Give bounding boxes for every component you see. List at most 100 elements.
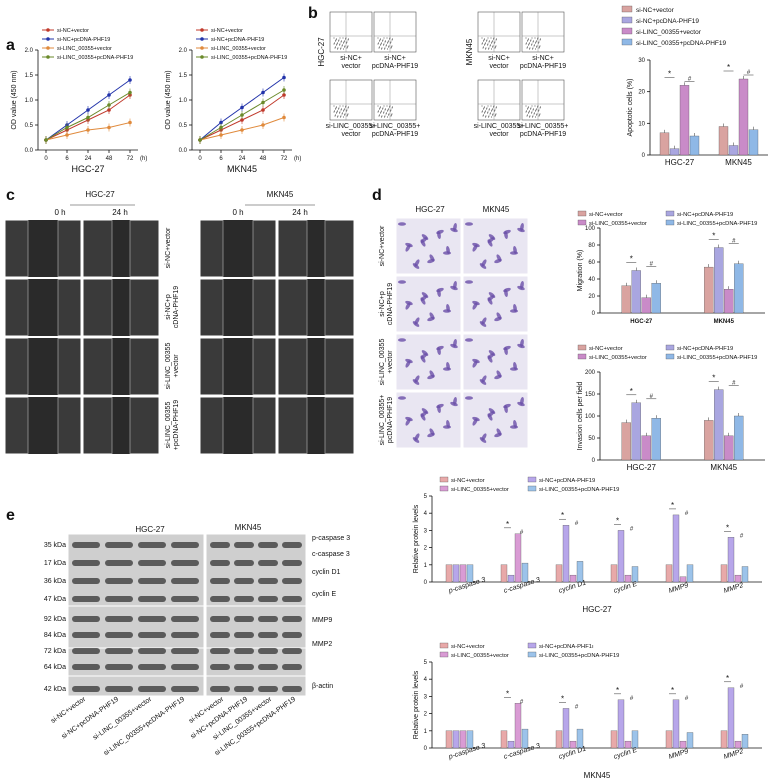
bar	[665, 564, 673, 583]
cell-line-label: MKN45	[235, 523, 262, 532]
bar	[651, 283, 661, 314]
flow-dot	[535, 110, 536, 112]
flow-dot	[336, 44, 337, 46]
flow-plot	[521, 11, 565, 53]
flow-dot	[488, 47, 490, 49]
kda-label: 42 kDa	[44, 686, 66, 693]
flow-dot	[535, 48, 536, 50]
stained-cell	[465, 338, 473, 342]
flow-dot	[380, 111, 382, 113]
flow-dot	[342, 37, 344, 39]
flow-dot	[340, 47, 342, 49]
legend-text: si-LINC_00355+pcDNA-PHF19	[677, 221, 757, 227]
flow-dot	[383, 112, 384, 114]
flow-dot	[528, 106, 529, 108]
x-tick-label: 0	[44, 156, 48, 162]
legend-swatch	[577, 210, 587, 217]
blot-band	[258, 648, 278, 654]
flow-dot	[492, 113, 494, 115]
flow-dot	[484, 44, 485, 46]
flow-dot	[538, 115, 540, 117]
legend-text: si-NC+pcDNA-PHF19	[677, 212, 733, 218]
flow-dot	[379, 39, 381, 41]
flow-dot	[390, 115, 392, 117]
flow-dot	[343, 109, 345, 111]
bar	[521, 562, 529, 583]
bar	[689, 135, 700, 156]
kda-label: 72 kDa	[44, 648, 66, 655]
group-label: HGC-27	[665, 158, 695, 167]
flow-dot	[487, 112, 488, 114]
sig-mark: *	[712, 374, 715, 383]
flow-dot	[380, 44, 381, 46]
bar	[748, 129, 759, 156]
wound-gap	[112, 338, 130, 395]
kda-label: 92 kDa	[44, 616, 66, 623]
flow-dot	[335, 108, 336, 110]
flow-dot	[389, 37, 391, 39]
sig-mark: #	[740, 684, 744, 690]
sig-mark: #	[520, 530, 524, 536]
wound-gap	[112, 279, 130, 336]
blot-band	[171, 648, 199, 654]
flow-dot	[486, 107, 488, 109]
stained-cell	[494, 374, 502, 380]
transwell-image	[395, 333, 462, 391]
label-line: si-NC+	[532, 55, 554, 62]
flow-dot	[540, 106, 541, 108]
legend-swatch	[527, 485, 537, 492]
legend-swatch	[665, 210, 675, 217]
flow-dot	[531, 37, 533, 39]
label-line: si-NC+vector	[165, 227, 172, 268]
flow-dot	[380, 38, 381, 40]
y-tick-label: 0.0	[25, 148, 34, 154]
chart-title: MKN45	[227, 164, 257, 174]
transwell-image	[395, 217, 462, 275]
protein-label: c-caspase 3	[312, 551, 350, 558]
stained-cell	[494, 258, 502, 264]
flow-dot	[495, 39, 497, 41]
bar	[621, 422, 631, 461]
wound-gap	[223, 397, 253, 454]
flow-dot	[488, 116, 489, 118]
sig-mark: *	[561, 694, 564, 703]
flow-dot	[338, 108, 339, 110]
data-point	[240, 128, 244, 132]
flow-dot	[490, 112, 491, 114]
y-axis-label: Relative protein levels	[413, 504, 420, 573]
flow-dot	[533, 108, 534, 110]
blot-band	[282, 596, 302, 602]
kda-label: 36 kDa	[44, 578, 66, 585]
x-tick-label: 48	[260, 156, 267, 162]
flow-dot	[383, 44, 384, 46]
blot-band	[282, 664, 302, 670]
y-tick-label: 0.5	[179, 123, 188, 129]
bar	[679, 576, 687, 583]
flow-dot	[482, 47, 484, 49]
label-line: pcDNA-PHF19	[520, 63, 566, 70]
legend-text: si-NC+pcDNA-PHF19	[636, 18, 699, 25]
flow-dot	[344, 45, 346, 47]
legend-text: si-LINC_00355+vector	[57, 46, 112, 52]
cell-line-label: MKN45	[267, 190, 294, 199]
flow-dot	[340, 115, 342, 117]
sig-mark: *	[561, 511, 564, 520]
flow-dot	[346, 110, 347, 112]
flow-caption: si-NC+ pcDNA-PHF19	[372, 55, 418, 70]
flow-dot	[494, 115, 496, 117]
legend-text: si-NC+pcDNA-PHF19	[677, 346, 733, 352]
bar	[466, 564, 474, 583]
flow-dot	[340, 48, 341, 50]
stained-cell	[437, 405, 441, 413]
bar	[679, 85, 690, 156]
data-point	[107, 93, 111, 97]
flow-dot	[536, 114, 537, 116]
legend-swatch	[577, 353, 587, 360]
flow-dot	[339, 44, 340, 46]
flow-dot	[538, 110, 539, 112]
x-tick-label: 24	[239, 156, 246, 162]
bar	[641, 435, 651, 461]
flow-dot	[337, 110, 338, 112]
y-tick-label: 0	[592, 458, 596, 464]
data-point	[86, 115, 90, 120]
